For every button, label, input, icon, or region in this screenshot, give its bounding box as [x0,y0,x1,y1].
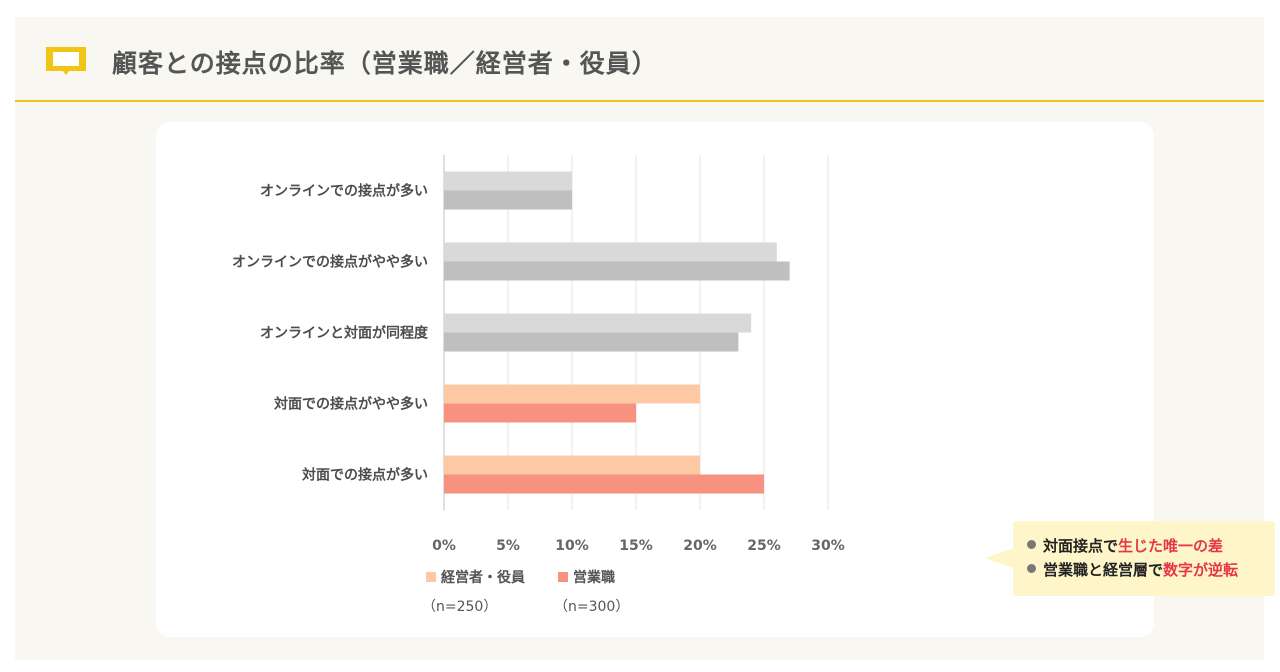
bar-sales-3 [444,403,636,423]
bar-sales-0 [444,190,572,210]
x-tick-label: 20% [683,538,717,554]
slide-frame: 顧客との接点の比率（営業職／経営者・役員） オンラインでの接点が多い オンラインで… [15,17,1275,660]
x-tick-label: 10% [555,538,589,554]
category-label: オンラインと対面が同程度 [260,325,429,342]
legend-sample-size: （n=250） [422,599,497,615]
bar-executive-3 [444,384,700,404]
bar-executive-4 [444,455,700,475]
page-title: 顧客との接点の比率（営業職／経営者・役員） [112,49,658,78]
category-label: オンラインでの接点がやや多い [232,254,428,271]
legend-swatch [426,572,436,582]
bar-executive-2 [444,313,752,333]
x-tick-label: 30% [811,538,845,554]
legend-label: 経営者・役員 [441,569,525,586]
callout-line-1-text: 対面接点で [1043,537,1119,555]
category-label: 対面での接点がやや多い [273,396,428,413]
callout-line-1: 対面接点で生じた唯一の差 [1027,535,1223,556]
callout-line-2-text: 営業職と経営層で [1043,561,1164,579]
slide-header: 顧客との接点の比率（営業職／経営者・役員） [15,17,1264,102]
bar-chart: オンラインでの接点が多いオンラインでの接点がやや多いオンラインと対面が同程度対面… [232,155,845,615]
category-label: 対面での接点が多い [301,467,428,484]
callout-box: 対面接点で生じた唯一の差 営業職と経営層で数字が逆転 [1013,521,1275,596]
book-icon [46,47,86,75]
x-tick-label: 25% [747,538,781,554]
callout-pointer [985,548,1013,568]
callout-line-2-highlight: 数字が逆転 [1163,561,1239,579]
x-tick-label: 15% [619,538,653,554]
bar-executive-1 [444,242,777,262]
category-label: オンラインでの接点が多い [260,183,428,200]
bar-executive-0 [444,171,572,191]
x-tick-label: 5% [496,538,520,554]
bar-sales-1 [444,261,790,281]
bullet-icon [1027,564,1036,573]
x-tick-label: 0% [432,538,456,554]
legend-label: 営業職 [573,569,615,586]
chart-card: オンラインでの接点が多いオンラインでの接点がやや多いオンラインと対面が同程度対面… [156,122,1275,637]
bar-sales-2 [444,332,739,352]
callout-line-2: 営業職と経営層で数字が逆転 [1027,559,1238,580]
bar-sales-4 [444,474,764,494]
legend-swatch [558,572,568,582]
legend-sample-size: （n=300） [554,599,629,615]
callout-line-1-highlight: 生じた唯一の差 [1118,537,1224,555]
bullet-icon [1027,540,1036,549]
